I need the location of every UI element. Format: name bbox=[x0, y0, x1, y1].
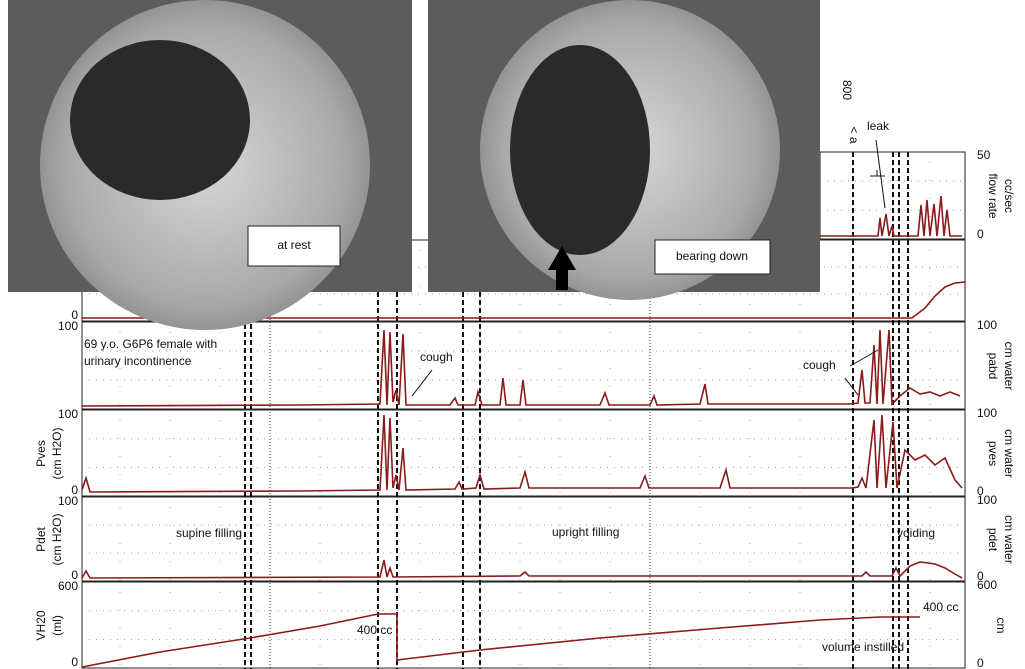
axis-label: (cm H2O) bbox=[50, 428, 64, 480]
tick-label: 100 bbox=[977, 318, 997, 332]
phase-label: voiding bbox=[897, 526, 935, 540]
bladder-shadow bbox=[70, 40, 250, 200]
subject-line: 69 y.o. G6P6 female with bbox=[84, 337, 217, 351]
axis-label: cc/sec bbox=[1002, 179, 1016, 213]
tick-label: 100 bbox=[58, 407, 78, 421]
volume-instilled-trace bbox=[82, 614, 920, 667]
tick-label: 100 bbox=[977, 493, 997, 507]
leak-brace bbox=[870, 140, 885, 208]
volume-label: 400 cc bbox=[923, 600, 958, 614]
panel-frame bbox=[82, 410, 965, 496]
tick-label: 0 bbox=[977, 227, 984, 241]
tick-label: 0 bbox=[977, 656, 984, 669]
axis-label: cm water bbox=[1002, 342, 1016, 391]
flow-trace bbox=[820, 196, 962, 236]
phase-label: supine filling bbox=[176, 526, 242, 540]
tick-label: 50 bbox=[977, 148, 991, 162]
axis-label: flow rate bbox=[986, 173, 1000, 219]
tick-label: 600 bbox=[58, 579, 78, 593]
image-at-rest: at rest bbox=[8, 0, 412, 330]
tick-label: 0 bbox=[71, 655, 78, 669]
panel-frame bbox=[82, 582, 965, 668]
tick-label: 100 bbox=[58, 494, 78, 508]
pdet-trace bbox=[82, 560, 962, 578]
page: {"images": [{"caption": "at rest"}, {"ca… bbox=[0, 0, 1025, 669]
subject-line: urinary incontinence bbox=[84, 354, 192, 368]
tick-label: 100 bbox=[58, 319, 78, 333]
axis-label: cm water bbox=[1002, 429, 1016, 478]
axis-label: pdet bbox=[986, 528, 1000, 552]
bladder-shadow bbox=[510, 45, 650, 255]
cough-label: cough bbox=[803, 358, 836, 372]
axis-label: (cm H2O) bbox=[50, 514, 64, 566]
phase-label: upright filling bbox=[552, 525, 619, 539]
volume-label: 400 cc bbox=[357, 623, 392, 637]
axis-label: (ml) bbox=[50, 615, 64, 636]
tick-label: 100 bbox=[977, 406, 997, 420]
axis-label: Pdet bbox=[34, 526, 48, 551]
marker-label: < a bbox=[847, 126, 861, 143]
axis-label: VH20 bbox=[34, 610, 48, 640]
tick-label: 600 bbox=[977, 578, 997, 592]
image-caption: at rest bbox=[277, 238, 311, 252]
volume-label: volume instilled bbox=[822, 640, 904, 654]
cough-label: cough bbox=[420, 350, 453, 364]
axis-label: pabd bbox=[986, 353, 1000, 380]
figure: 500flow ratecc/sec0100100pabdcm water100… bbox=[0, 0, 1025, 669]
axis-label: cm water bbox=[1002, 515, 1016, 564]
axis-label: Pves bbox=[34, 440, 48, 467]
pves-trace bbox=[82, 415, 962, 492]
axis-label: cm bbox=[994, 618, 1008, 634]
axis-label: pves bbox=[986, 441, 1000, 466]
arrow bbox=[412, 370, 432, 396]
leak-label: leak bbox=[867, 119, 890, 133]
image-bearing-down: bearing down bbox=[428, 0, 820, 300]
image-caption: bearing down bbox=[676, 249, 748, 263]
scale-label: 800 bbox=[840, 80, 854, 100]
